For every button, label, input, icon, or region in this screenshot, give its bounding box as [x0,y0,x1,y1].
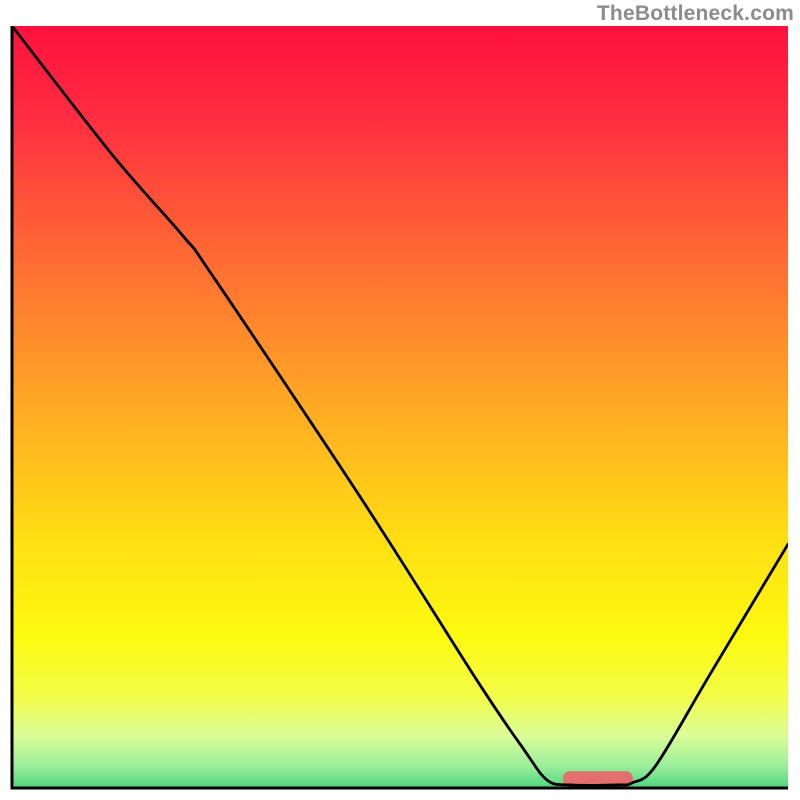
chart-container: { "watermark": { "text": "TheBottleneck.… [0,0,800,800]
gradient-background [12,26,788,788]
watermark-text: TheBottleneck.com [597,2,794,26]
bottleneck-chart [0,0,800,800]
